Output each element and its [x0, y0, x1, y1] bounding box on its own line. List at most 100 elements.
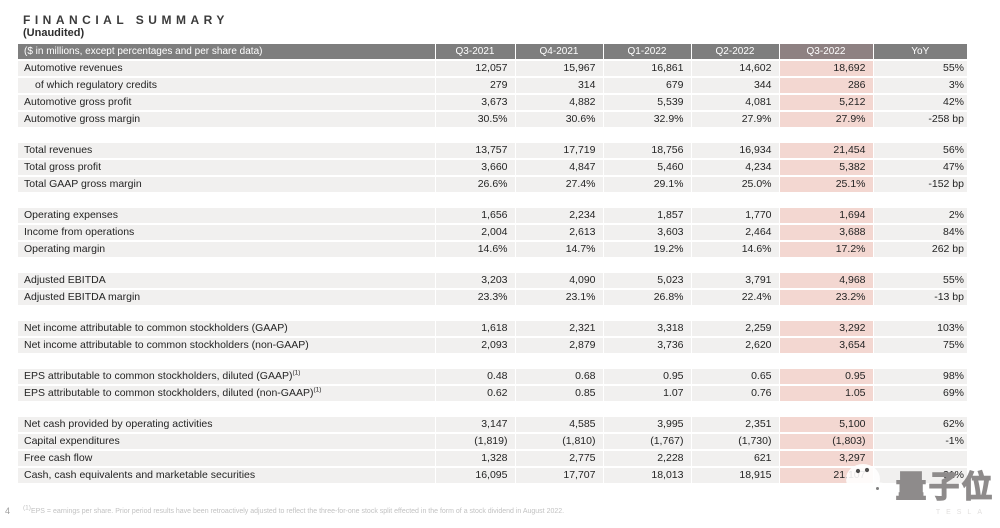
- row-label: Income from operations: [18, 224, 435, 242]
- section-spacer: [18, 193, 967, 208]
- row-label: EPS attributable to common stockholders,…: [18, 385, 435, 403]
- cell-value: (1,810): [514, 433, 603, 451]
- cell-value: 5,023: [602, 273, 691, 290]
- cell-value: 25.1%: [778, 176, 873, 194]
- cell-value: 4,234: [690, 159, 779, 177]
- cell-value: 18,915: [690, 467, 779, 485]
- watermark-text: 量子位: [895, 469, 995, 506]
- table-row: EPS attributable to common stockholders,…: [18, 385, 967, 403]
- cell-value: 4,847: [514, 159, 603, 177]
- cell-value: -152 bp: [872, 176, 967, 194]
- row-label: Free cash flow: [18, 450, 435, 468]
- cell-value: 98%: [872, 369, 967, 386]
- section-spacer: [18, 354, 967, 369]
- cell-value: 1,694: [778, 208, 873, 225]
- cell-value: 5,460: [602, 159, 691, 177]
- cell-value: 32.9%: [602, 111, 691, 129]
- row-label: Automotive gross margin: [18, 111, 435, 129]
- cell-value: 2,234: [514, 208, 603, 225]
- cell-value: 29.1%: [602, 176, 691, 194]
- cell-value: 3,673: [434, 94, 515, 112]
- cell-value: 23.1%: [514, 289, 603, 307]
- cell-value: 1.07: [602, 385, 691, 403]
- cell-value: 14,602: [690, 60, 779, 78]
- column-header: Q2-2022: [690, 44, 779, 61]
- table-row: Net income attributable to common stockh…: [18, 337, 967, 355]
- cell-value: 18,692: [778, 60, 873, 78]
- cell-value: 18,013: [602, 467, 691, 485]
- cell-value: 15,967: [514, 60, 603, 78]
- cell-value: 1,857: [602, 208, 691, 225]
- cell-value: 2,259: [690, 321, 779, 338]
- cell-value: 12,057: [434, 60, 515, 78]
- row-label: Adjusted EBITDA: [18, 273, 435, 290]
- cell-value: -13 bp: [872, 289, 967, 307]
- label-superscript: (1): [313, 386, 322, 394]
- cell-value: 3,995: [602, 417, 691, 434]
- cell-value: 279: [434, 77, 515, 95]
- cell-value: 56%: [872, 143, 967, 160]
- cell-value: 14.6%: [690, 241, 779, 259]
- cell-value: 3,203: [434, 273, 515, 290]
- cell-value: 0.48: [434, 369, 515, 386]
- cell-value: 27.4%: [514, 176, 603, 194]
- cell-value: 16,095: [434, 467, 515, 485]
- cell-value: [872, 450, 967, 468]
- row-label: Net income attributable to common stockh…: [18, 321, 435, 338]
- table-row: Total GAAP gross margin 26.6% 27.4% 29.1% 25…: [18, 176, 967, 194]
- cell-value: 3,603: [602, 224, 691, 242]
- table-row: Adjusted EBITDA margin 23.3% 23.1% 26.8% 22.…: [18, 289, 967, 307]
- cell-value: 16,861: [602, 60, 691, 78]
- section-spacer-cell: [18, 306, 967, 321]
- row-label: Total GAAP gross margin: [18, 176, 435, 194]
- cell-value: 18,756: [602, 143, 691, 160]
- label-superscript: (1): [292, 369, 301, 377]
- section-spacer: [18, 402, 967, 417]
- cell-value: 4,585: [514, 417, 603, 434]
- cell-value: 4,090: [514, 273, 603, 290]
- cell-value: 0.68: [514, 369, 603, 386]
- table-row: Adjusted EBITDA 3,203 4,090 5,023 3,791 4,968…: [18, 273, 967, 290]
- row-label: EPS attributable to common stockholders,…: [18, 369, 435, 386]
- cell-value: 75%: [872, 337, 967, 355]
- cell-value: 62%: [872, 417, 967, 434]
- row-label: Net income attributable to common stockh…: [18, 337, 435, 355]
- row-label: Operating expenses: [18, 208, 435, 225]
- table-section: Adjusted EBITDA 3,203 4,090 5,023 3,791 4,968…: [18, 273, 967, 307]
- cell-value: 23.3%: [434, 289, 515, 307]
- faint-brand-text: TESLA: [935, 509, 988, 516]
- table-row: Automotive gross margin 30.5% 30.6% 32.9% 27…: [18, 111, 967, 129]
- cell-value: 5,100: [778, 417, 873, 434]
- cell-value: 0.85: [514, 385, 603, 403]
- cell-value: 3,292: [778, 321, 873, 338]
- cell-value: 42%: [872, 94, 967, 112]
- row-label: Operating margin: [18, 241, 435, 259]
- cell-value: 47%: [872, 159, 967, 177]
- cell-value: 23.2%: [778, 289, 873, 307]
- cell-value: 1,328: [434, 450, 515, 468]
- table-section: Total revenues 13,757 17,719 18,756 16,934 21…: [18, 143, 967, 194]
- row-label: Automotive revenues: [18, 60, 435, 78]
- section-spacer: [18, 306, 967, 321]
- table-row: Total gross profit 3,660 4,847 5,460 4,234 5,…: [18, 159, 967, 177]
- page-subtitle: (Unaudited): [23, 27, 85, 39]
- row-label: Total revenues: [18, 143, 435, 160]
- table-row: Operating expenses 1,656 2,234 1,857 1,770 1,…: [18, 208, 967, 225]
- cell-value: 1,770: [690, 208, 779, 225]
- cell-value: 314: [514, 77, 603, 95]
- row-label: Cash, cash equivalents and marketable se…: [18, 467, 435, 485]
- cell-value: 3,791: [690, 273, 779, 290]
- cell-value: 26.8%: [602, 289, 691, 307]
- table-section: EPS attributable to common stockholders,…: [18, 369, 967, 403]
- cell-value: 2,093: [434, 337, 515, 355]
- header-row: ($ in millions, except percentages and p…: [18, 44, 967, 61]
- table-row: Net cash provided by operating activitie…: [18, 417, 967, 434]
- cell-value: -1%: [872, 433, 967, 451]
- cell-value: 69%: [872, 385, 967, 403]
- table-row: Cash, cash equivalents and marketable se…: [18, 467, 967, 485]
- cell-value: 2,775: [514, 450, 603, 468]
- cell-value: 55%: [872, 273, 967, 290]
- cell-value: 26.6%: [434, 176, 515, 194]
- row-label: of which regulatory credits: [18, 77, 435, 95]
- section-spacer: [18, 258, 967, 273]
